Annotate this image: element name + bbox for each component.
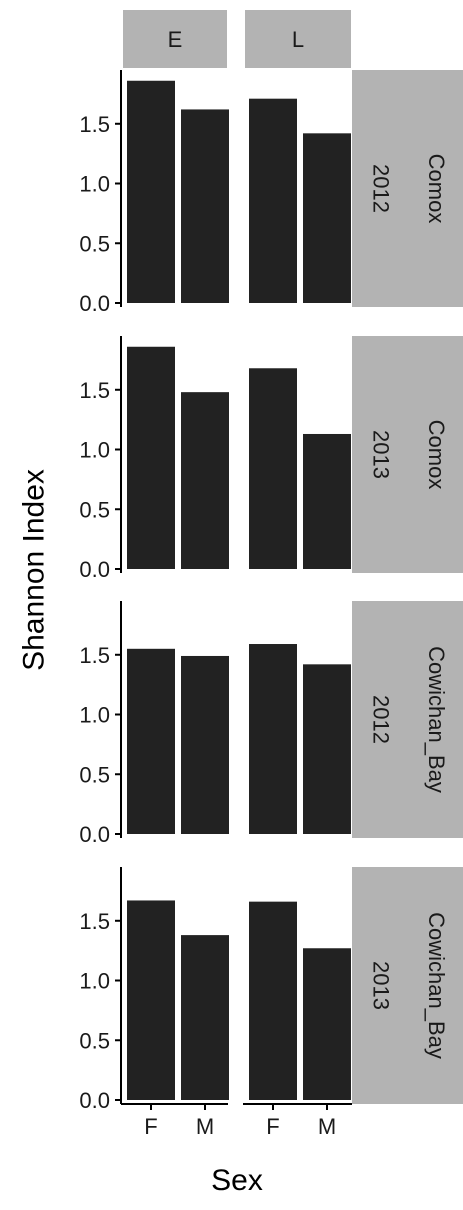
bar-f-l-comox-2013 <box>249 368 297 569</box>
facet-row-label-location: Comox <box>424 154 449 224</box>
y-tick-label: 1.0 <box>79 703 110 728</box>
bar-m-l-comox-2013 <box>303 433 351 569</box>
bar-f-e-comox-2013 <box>127 346 175 569</box>
x-tick-label-m: M <box>318 1114 336 1139</box>
facet-column-strip-l <box>245 10 351 68</box>
bar-f-e-comox-2012 <box>127 80 175 303</box>
facet-row-label-year: 2012 <box>369 695 394 744</box>
y-axis-title: Shannon Index <box>18 469 51 671</box>
bar-m-e-cowichan_bay-2013 <box>181 935 229 1100</box>
facet-row-label-location: Cowichan_Bay <box>424 646 449 793</box>
y-tick-label: 0.5 <box>79 497 110 522</box>
bar-m-e-cowichan_bay-2012 <box>181 655 229 834</box>
y-tick-label: 0.5 <box>79 1028 110 1053</box>
bar-m-l-cowichan_bay-2013 <box>303 948 351 1100</box>
bar-m-e-comox-2013 <box>181 392 229 569</box>
facet-row-strip-location <box>410 336 463 573</box>
y-tick-label: 1.5 <box>79 909 110 934</box>
facet-row-label-year: 2013 <box>369 961 394 1010</box>
y-tick-label: 1.0 <box>79 969 110 994</box>
bar-m-l-cowichan_bay-2012 <box>303 664 351 834</box>
facet-row-strip-location <box>410 601 463 838</box>
facet-row-strip-year <box>352 70 410 307</box>
x-axis-title: Sex <box>211 1164 263 1197</box>
facet-row-strip-location <box>410 70 463 307</box>
bar-f-e-cowichan_bay-2013 <box>127 900 175 1100</box>
y-tick-label: 0.0 <box>79 1088 110 1113</box>
facet-row-label-location: Comox <box>424 420 449 490</box>
bar-m-e-comox-2012 <box>181 109 229 303</box>
y-tick-label: 0.5 <box>79 231 110 256</box>
x-tick-label-m: M <box>196 1114 214 1139</box>
bar-m-l-comox-2012 <box>303 133 351 303</box>
bar-f-l-comox-2012 <box>249 98 297 303</box>
y-tick-label: 0.0 <box>79 291 110 316</box>
bar-f-l-cowichan_bay-2012 <box>249 644 297 834</box>
facet-row-strip-year <box>352 336 410 573</box>
facet-column-label: L <box>292 27 304 52</box>
y-tick-label: 0.5 <box>79 762 110 787</box>
y-tick-label: 0.0 <box>79 822 110 847</box>
facet-row-label-year: 2012 <box>369 164 394 213</box>
facet-row-strip-year <box>352 601 410 838</box>
facet-column-label: E <box>168 27 183 52</box>
y-tick-label: 0.0 <box>79 557 110 582</box>
bar-f-e-cowichan_bay-2012 <box>127 648 175 834</box>
facet-row-strip-year <box>352 867 410 1104</box>
bar-f-l-cowichan_bay-2013 <box>249 901 297 1100</box>
y-tick-label: 1.5 <box>79 643 110 668</box>
facet-row-label-year: 2013 <box>369 430 394 479</box>
x-tick-label-f: F <box>144 1114 157 1139</box>
y-tick-label: 1.0 <box>79 438 110 463</box>
facet-column-strip-e <box>123 10 227 68</box>
y-tick-label: 1.5 <box>79 112 110 137</box>
y-tick-label: 1.0 <box>79 172 110 197</box>
facet-row-label-location: Cowichan_Bay <box>424 912 449 1059</box>
y-tick-label: 1.5 <box>79 378 110 403</box>
facet-row-strip-location <box>410 867 463 1104</box>
x-tick-label-f: F <box>266 1114 279 1139</box>
